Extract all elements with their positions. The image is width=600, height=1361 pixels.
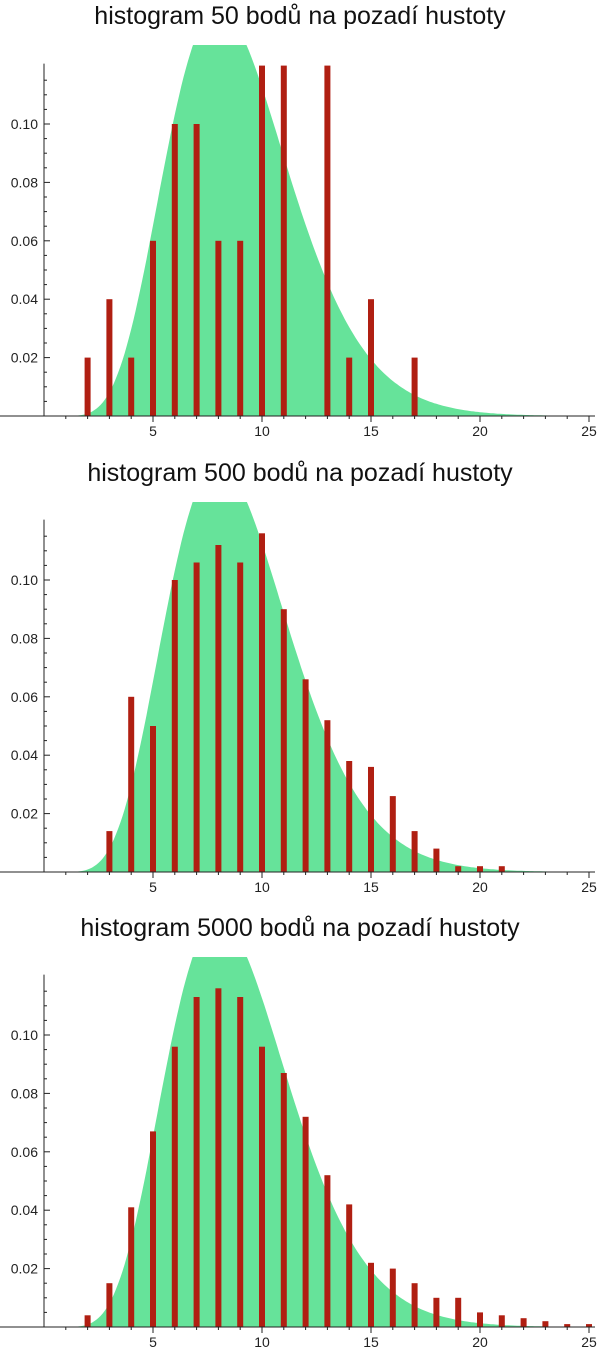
histogram-bar [477,1312,483,1327]
histogram-bar [389,796,396,872]
histogram-bar [520,1318,527,1327]
histogram-bar [171,124,178,416]
histogram-bar [215,988,222,1327]
y-tick-label: 0.04 [11,747,38,763]
x-tick-label: 5 [149,423,157,439]
x-tick-label: 20 [472,879,488,895]
y-tick-label: 0.06 [11,233,38,249]
x-tick-label: 15 [363,1334,379,1350]
histogram-bar [368,766,374,872]
x-tick-label: 5 [149,1334,157,1350]
chart-title-5000: histogram 5000 bodů na pozadí hustoty [80,914,520,942]
histogram-bar [150,240,156,416]
y-tick-label: 0.10 [11,572,38,588]
histogram-bar [215,545,222,872]
x-tick-label: 5 [149,879,157,895]
histogram-bar [193,124,200,416]
histogram-bar [171,580,178,872]
y-tick-label: 0.06 [11,1144,38,1160]
x-tick-label: 20 [472,1334,488,1350]
y-tick-label: 0.10 [11,116,38,132]
histogram-bar [84,1315,91,1327]
histogram-bar [128,357,135,416]
y-tick-label: 0.08 [11,174,38,190]
x-tick-label: 25 [581,879,597,895]
histogram-bar [302,1116,309,1327]
x-tick-label: 25 [581,423,597,439]
y-tick-label: 0.08 [11,1085,38,1101]
x-tick-label: 15 [363,423,379,439]
density-area [57,502,594,872]
histogram-bar [324,65,331,416]
y-tick-label: 0.04 [11,291,38,307]
histogram-chart-500: 5 10 15 20 25 0.02 0.04 0.06 0.08 0.10 [0,502,597,895]
histogram-bar [215,240,222,416]
histogram-bar [259,1046,265,1327]
histogram-bar [455,1297,462,1327]
histogram-bar [346,761,353,872]
histogram-bar [237,562,244,872]
histogram-bar [477,866,483,872]
histogram-bar [368,1262,374,1327]
histogram-bar [280,1073,287,1327]
histogram-bar [346,1204,353,1327]
y-tick-label: 0.06 [11,689,38,705]
histogram-bar [346,357,353,416]
histogram-bar [411,831,418,872]
histogram-bar [433,848,440,872]
chart-title-50: histogram 50 bodů na pozadí hustoty [94,2,506,30]
y-tick-label: 0.04 [11,1202,38,1218]
histogram-bar [411,1283,418,1327]
histogram-bar [106,831,113,872]
histogram-bar [150,1131,156,1327]
histogram-bar [542,1321,549,1327]
y-tick-label: 0.10 [11,1027,38,1043]
histogram-bar [324,720,331,872]
x-tick-label: 10 [254,879,270,895]
histogram-bar [411,357,418,416]
x-tick-label: 20 [472,423,488,439]
histogram-bar [564,1324,571,1327]
histogram-bar [280,609,287,872]
histogram-bar [586,1324,592,1327]
histogram-bar [259,533,265,872]
histogram-chart-5000: 5 10 15 20 25 0.02 0.04 0.06 0.08 0.10 [0,957,597,1350]
x-tick-label: 25 [581,1334,597,1350]
histogram-bar [128,1207,135,1327]
chart-title-500: histogram 500 bodů na pozadí hustoty [87,459,513,487]
histogram-bar [106,1283,113,1327]
y-tick-label: 0.02 [11,806,38,822]
histogram-bar [128,696,135,872]
histogram-chart-50: 5 10 15 20 25 0.02 0.04 0.06 0.08 0.10 [0,45,597,439]
x-tick-label: 10 [254,423,270,439]
histogram-bar [237,997,244,1327]
y-tick-label: 0.02 [11,1261,38,1277]
density-area [57,957,594,1327]
histogram-bar [324,1175,331,1327]
histogram-bar [237,240,244,416]
x-tick-label: 15 [363,879,379,895]
histogram-bar [171,1046,178,1327]
histogram-bar [455,866,462,872]
y-tick-label: 0.08 [11,630,38,646]
histogram-bar [302,679,309,872]
histogram-bar [106,299,113,416]
density-area [57,45,594,416]
histogram-bar [150,726,156,872]
x-tick-label: 10 [254,1334,270,1350]
histogram-bar [193,997,200,1327]
histogram-bar [498,1315,505,1327]
y-tick-label: 0.02 [11,350,38,366]
histogram-bar [389,1268,396,1327]
histogram-bar [280,65,287,416]
histogram-bar [433,1297,440,1327]
histogram-bar [368,299,374,416]
histogram-bar [193,562,200,872]
histogram-bar [498,866,505,872]
histogram-bar [84,357,91,416]
histogram-bar [259,65,265,416]
